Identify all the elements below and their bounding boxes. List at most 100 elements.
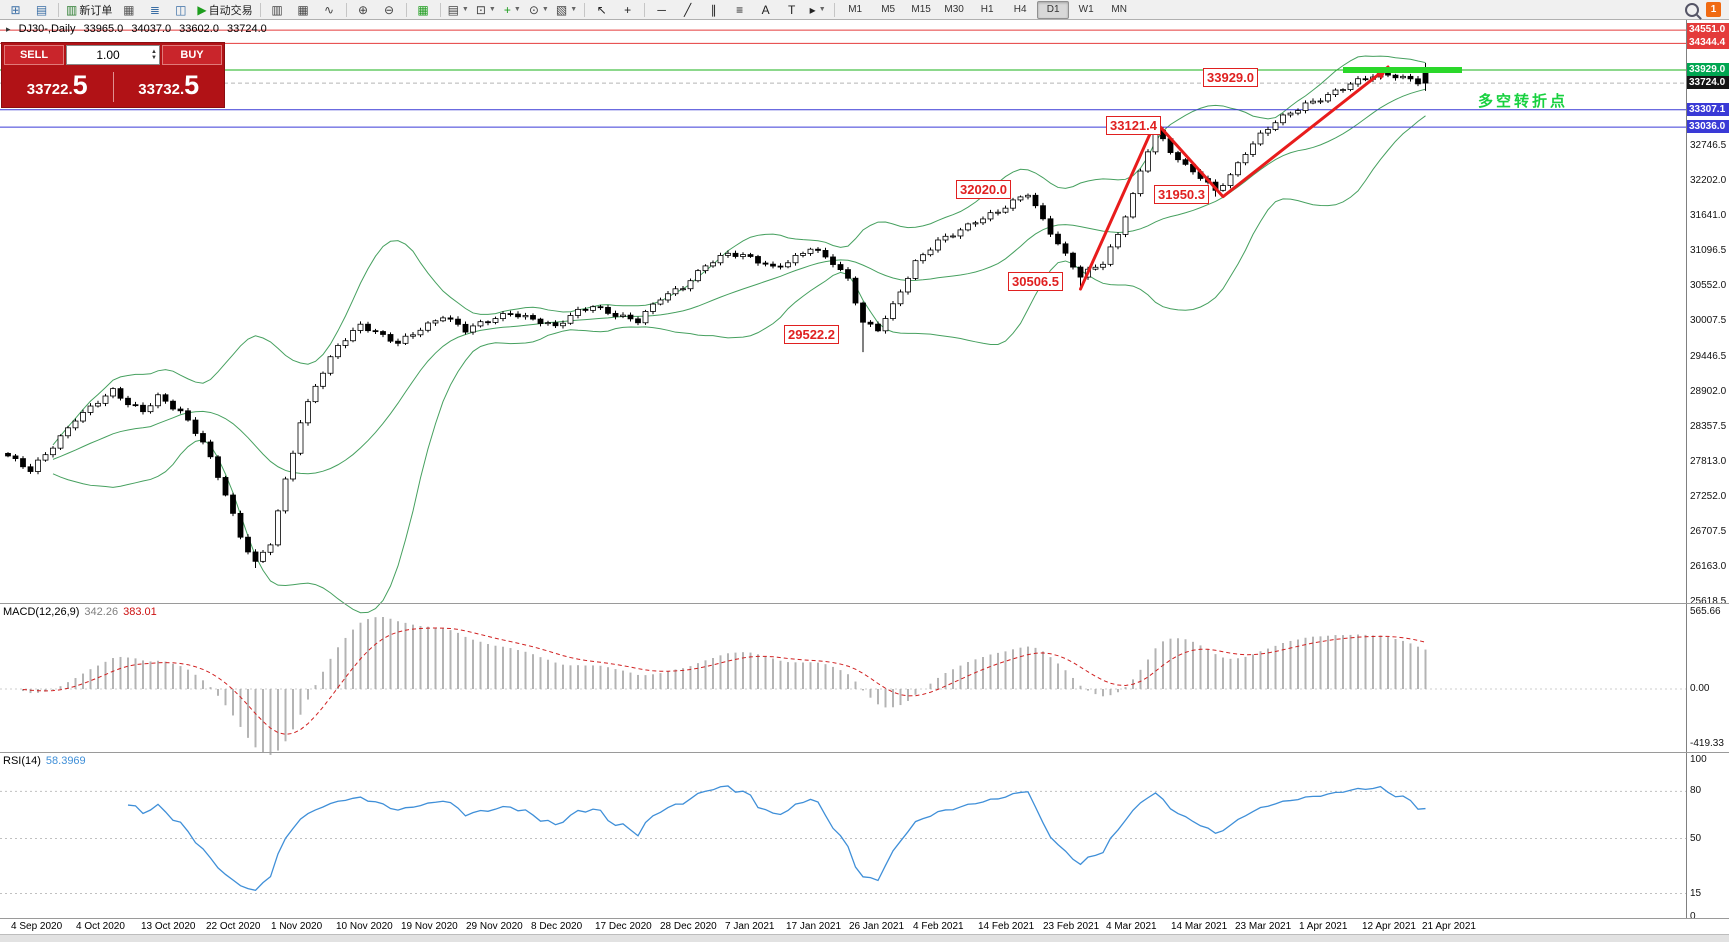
fibonacci-icon[interactable]: ≡ — [727, 0, 752, 19]
zoom-out-icon: ⊖ — [384, 2, 395, 17]
market-watch-icon[interactable]: ≣ — [142, 0, 167, 19]
macd-panel-separator[interactable] — [0, 603, 1729, 604]
price-divider — [112, 72, 114, 102]
price-callout[interactable]: 33929.0 — [1203, 68, 1258, 87]
buy-button[interactable]: BUY — [162, 45, 222, 65]
timeframe-m5[interactable]: M5 — [881, 4, 896, 15]
buy-price[interactable]: 33732.5 — [138, 69, 200, 100]
price-tag: 33929.0 — [1687, 62, 1729, 76]
new-chart-icon[interactable]: ⊞ — [3, 0, 28, 19]
date-label: 7 Jan 2021 — [725, 921, 775, 932]
horizontal-scrollbar[interactable] — [0, 934, 1729, 942]
auto-trading-button: ▶ — [197, 2, 207, 17]
date-label: 29 Nov 2020 — [466, 921, 523, 932]
rsi-panel-separator[interactable] — [0, 752, 1729, 753]
templates-icon[interactable]: ▧ ▼ — [553, 0, 580, 19]
crosshair-icon[interactable]: + — [615, 0, 640, 19]
date-label: 14 Mar 2021 — [1171, 921, 1228, 932]
indicators-icon: + — [503, 2, 511, 17]
horizontal-line-icon[interactable]: ─ — [649, 0, 674, 19]
tile-windows-icon: ▦ — [417, 2, 429, 17]
trendline-icon[interactable]: ╱ — [675, 0, 700, 19]
zoom-in-icon[interactable]: ⊕ — [351, 0, 376, 19]
time-axis-separator — [0, 918, 1729, 919]
scale-tick: 29446.5 — [1690, 350, 1727, 362]
data-window-icon[interactable]: ◫ — [168, 0, 193, 19]
macd-layer — [0, 617, 1686, 755]
new-order-button[interactable]: ▥ 新订单 — [63, 0, 115, 19]
fibonacci-icon: ≡ — [736, 2, 744, 17]
chevron-down-icon: ▼ — [461, 6, 469, 13]
auto-trading-button-label: 自动交易 — [208, 4, 253, 17]
chart-profiles-icon[interactable]: ▤ — [29, 0, 54, 19]
text-icon[interactable]: A — [753, 0, 778, 19]
scale-tick: 32202.0 — [1690, 174, 1727, 186]
scale-tick: 80 — [1690, 785, 1702, 796]
close-value: 33724.0 — [227, 23, 267, 35]
date-label: 21 Apr 2021 — [1422, 921, 1476, 932]
auto-trading-button[interactable]: ▶ 自动交易 — [194, 0, 255, 19]
scale-tick: 27252.0 — [1690, 491, 1727, 503]
candlestick-mode-icon[interactable]: ▦ — [291, 0, 316, 19]
scale-tick: 26163.0 — [1690, 561, 1727, 573]
equidistant-channel-icon[interactable]: ∥ — [701, 0, 726, 19]
bar-chart-mode-icon[interactable]: ▥ — [265, 0, 290, 19]
text-label-icon: T — [787, 2, 796, 17]
sell-price[interactable]: 33722.5 — [26, 69, 88, 100]
arrows-icon[interactable]: ▸ ▼ — [805, 0, 830, 19]
charts-icon[interactable]: ▦ — [116, 0, 141, 19]
horizontal-line-icon: ─ — [657, 2, 666, 17]
date-label: 23 Feb 2021 — [1043, 921, 1100, 932]
symbol-marker-icon: ▸ — [6, 24, 11, 34]
chevron-down-icon: ▼ — [818, 6, 826, 13]
timeframe-m1[interactable]: M1 — [848, 4, 863, 15]
turning-point-annotation: 多空转折点 — [1478, 93, 1569, 110]
toolbar-separator — [345, 2, 347, 17]
volume-input[interactable] — [67, 47, 150, 63]
scale-tick: 30007.5 — [1690, 315, 1727, 326]
notification-badge[interactable]: 1 — [1706, 2, 1721, 17]
date-label: 8 Dec 2020 — [531, 921, 583, 932]
periods-icon[interactable]: ⊙ ▼ — [526, 0, 552, 19]
price-callout[interactable]: 32020.0 — [956, 180, 1011, 199]
timeframe-m15[interactable]: M15 — [911, 4, 931, 15]
indicators-icon[interactable]: + ▼ — [500, 0, 525, 19]
price-callout[interactable]: 30506.5 — [1008, 272, 1063, 291]
toolbar-right: 1 — [1685, 2, 1726, 17]
price-scale[interactable]: 32746.5 32202.0 31641.0 31096.5 30552.0 30007… — [1686, 20, 1729, 922]
price-callout[interactable]: 29522.2 — [784, 325, 839, 344]
search-icon[interactable] — [1685, 2, 1699, 17]
price-callout[interactable]: 33121.4 — [1106, 116, 1161, 135]
scale-tick: 28902.0 — [1690, 385, 1727, 397]
macd-indicator-label: MACD(12,26,9) 342.26 383.01 — [3, 606, 157, 618]
timeframe-w1[interactable]: W1 — [1078, 4, 1094, 15]
timeframe-d1[interactable]: D1 — [1037, 0, 1070, 19]
timeframe-h1[interactable]: H1 — [980, 4, 994, 15]
zoom-out-icon[interactable]: ⊖ — [377, 0, 402, 19]
timeframe-m30[interactable]: M30 — [944, 4, 964, 15]
one-click-trading-panel: SELL ▲▼ BUY 33722.5 33732.5 — [1, 42, 225, 108]
sell-button[interactable]: SELL — [4, 45, 64, 65]
scale-tick: 100 — [1690, 754, 1707, 765]
chart-shift-icon[interactable]: ⊡ ▼ — [473, 0, 499, 19]
arrange-windows-icon[interactable]: ▤ ▼ — [445, 0, 472, 19]
timeframe-h4[interactable]: H4 — [1013, 4, 1027, 15]
periods-icon: ⊙ — [528, 2, 539, 17]
arrange-windows-icon: ▤ — [447, 2, 459, 17]
volume-stepper[interactable]: ▲ ▼ — [151, 49, 157, 61]
scale-tick: 26707.5 — [1690, 526, 1727, 538]
tile-windows-icon[interactable]: ▦ — [411, 0, 436, 19]
scale-tick: 0 — [1690, 911, 1696, 922]
timeframe-mn[interactable]: MN — [1111, 4, 1127, 15]
cursor-icon[interactable]: ↖ — [589, 0, 614, 19]
time-axis[interactable]: 4 Sep 2020 4 Oct 2020 13 Oct 2020 22 Oct 20… — [0, 920, 1686, 934]
level-lines-layer — [0, 29, 1686, 128]
price-tag: 33036.0 — [1687, 120, 1729, 134]
text-label-icon[interactable]: T — [779, 0, 804, 19]
line-chart-mode-icon[interactable]: ∿ — [317, 0, 342, 19]
chevron-down-icon: ▼ — [541, 6, 549, 13]
chevron-down-icon: ▼ — [570, 6, 578, 13]
date-label: 4 Feb 2021 — [913, 921, 964, 932]
price-callout[interactable]: 31950.3 — [1154, 185, 1209, 204]
